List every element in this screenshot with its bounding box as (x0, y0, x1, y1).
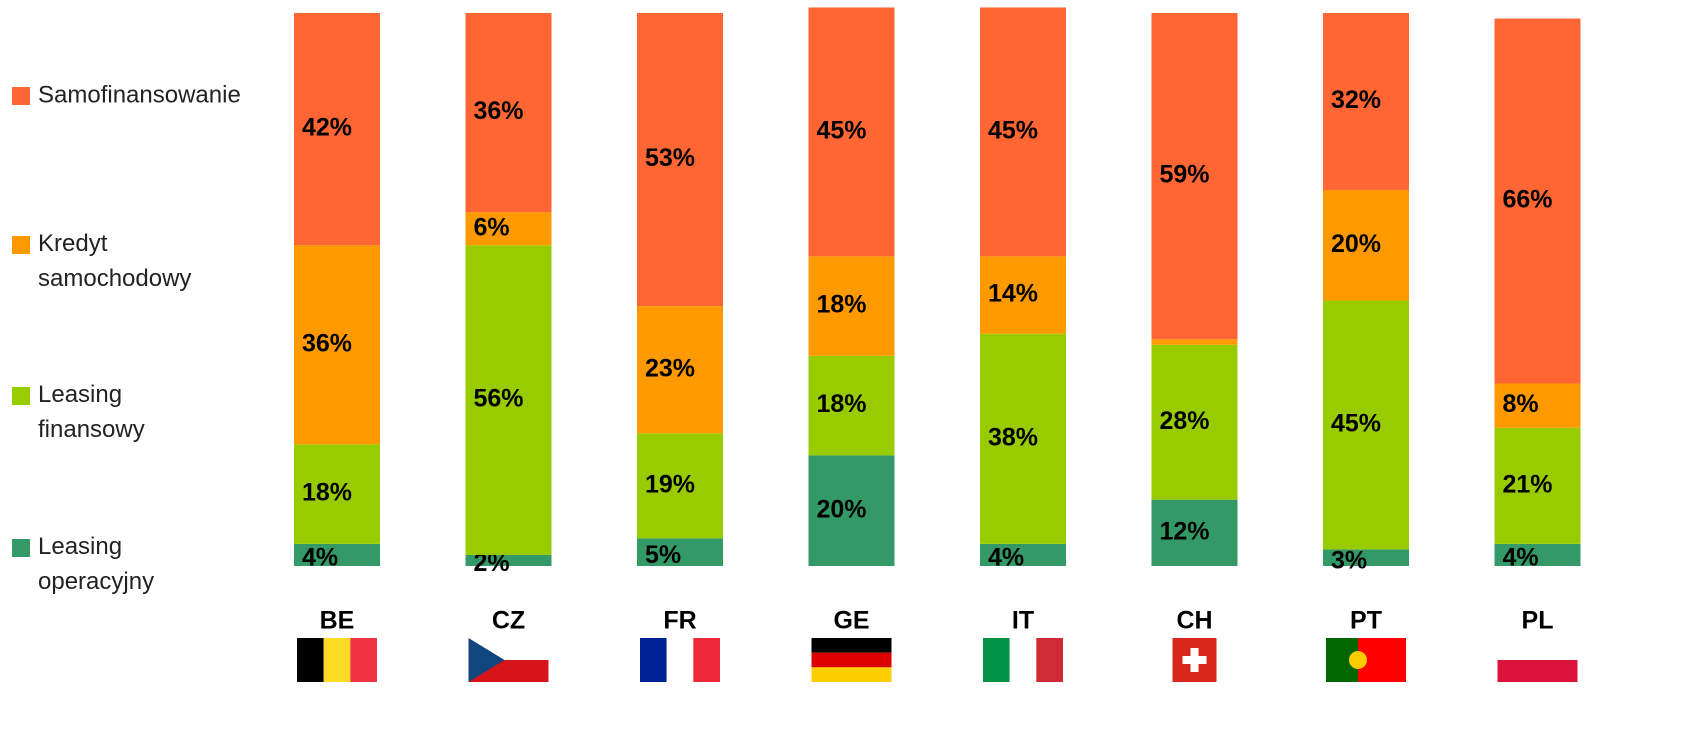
data-label: 36% (302, 329, 352, 357)
flag (297, 638, 324, 682)
legend-swatch (12, 539, 30, 557)
legend-swatch (12, 387, 30, 405)
data-label: 21% (1503, 470, 1553, 498)
data-label: 5% (645, 541, 681, 569)
data-label: 45% (817, 117, 867, 145)
legend-line: samochodowy (38, 265, 191, 292)
data-label: 4% (1503, 544, 1539, 572)
data-label: 28% (1160, 407, 1210, 435)
data-label: 20% (1331, 230, 1381, 258)
legend-swatch (12, 87, 30, 105)
data-label: 45% (1331, 410, 1381, 438)
data-label: 53% (645, 144, 695, 172)
legend-line: Leasing (38, 533, 122, 560)
data-label: 6% (474, 213, 510, 241)
x-tick-label: PT (1350, 607, 1382, 635)
data-label: 4% (988, 544, 1024, 572)
data-label: 42% (302, 114, 352, 142)
x-tick-label: FR (663, 607, 696, 635)
data-label: 20% (817, 495, 867, 523)
flag (1010, 638, 1037, 682)
x-tick-label: BE (320, 607, 355, 635)
data-label: 3% (1331, 546, 1367, 574)
data-label: 66% (1503, 186, 1553, 214)
data-label: 18% (817, 390, 867, 418)
flag (667, 638, 694, 682)
flag (812, 638, 892, 653)
flag (1498, 638, 1578, 660)
data-label: 23% (645, 354, 695, 382)
chart: 4%18%36%42%BE2%56%6%36%CZ5%19%23%53%FR20… (0, 0, 1684, 731)
legend-label: Leasing operacyjny (38, 533, 154, 595)
legend-line: finansowy (38, 416, 145, 443)
bar-segment (1152, 339, 1238, 345)
flag (812, 653, 892, 668)
flag (1349, 651, 1367, 669)
legend-line: operacyjny (38, 568, 154, 595)
flag (693, 638, 720, 682)
flag (324, 638, 351, 682)
x-tick-label: IT (1012, 607, 1034, 635)
data-label: 19% (645, 470, 695, 498)
flag (1498, 660, 1578, 682)
x-tick-label: GE (833, 607, 869, 635)
legend-line: Kredyt (38, 230, 108, 257)
legend-label: Samofinansowanie (38, 81, 241, 108)
data-label: 12% (1160, 517, 1210, 545)
flag (640, 638, 667, 682)
data-label: 45% (988, 117, 1038, 145)
x-tick-label: CH (1176, 607, 1212, 635)
data-label: 32% (1331, 86, 1381, 114)
x-tick-label: CZ (492, 607, 525, 635)
flag (812, 667, 892, 682)
data-label: 59% (1160, 161, 1210, 189)
flag (350, 638, 377, 682)
legend-swatch (12, 236, 30, 254)
legend-label: Leasing finansowy (38, 381, 145, 443)
data-label: 4% (302, 544, 338, 572)
legend-label: Kredyt samochodowy (38, 230, 191, 292)
data-label: 18% (817, 291, 867, 319)
x-tick-label: PL (1522, 607, 1554, 635)
data-label: 56% (474, 385, 524, 413)
data-label: 38% (988, 423, 1038, 451)
flag (983, 638, 1010, 682)
data-label: 18% (302, 479, 352, 507)
data-label: 14% (988, 280, 1038, 308)
flag (1183, 656, 1207, 664)
flag (1036, 638, 1063, 682)
data-label: 36% (474, 97, 524, 125)
legend-line: Leasing (38, 381, 122, 408)
data-label: 8% (1503, 390, 1539, 418)
